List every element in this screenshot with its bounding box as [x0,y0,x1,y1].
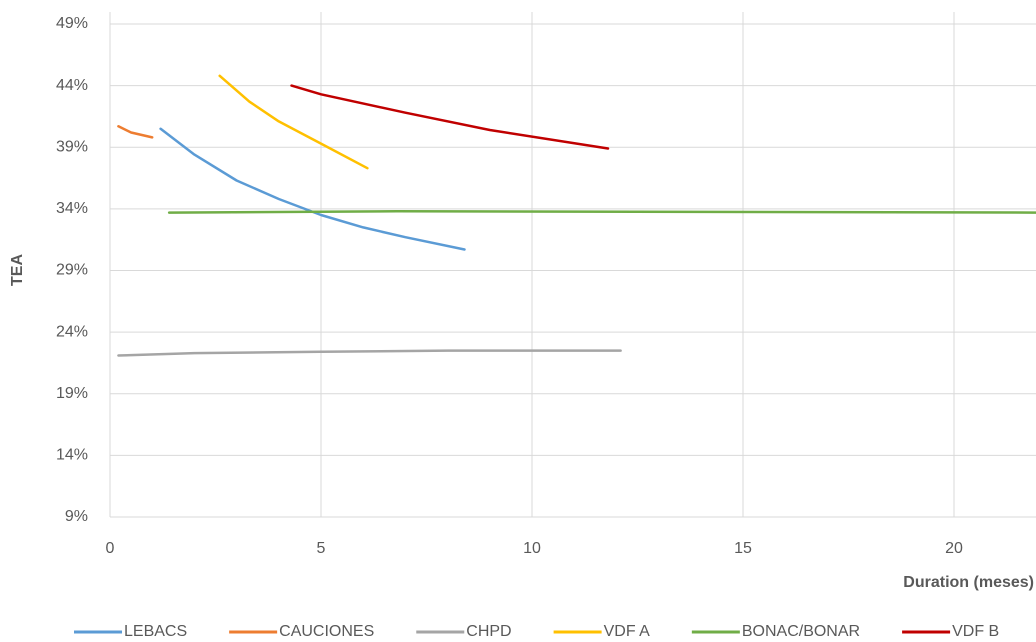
y-tick-label: 24% [56,323,88,340]
legend-label: CHPD [466,623,511,640]
y-tick-label: 29% [56,262,88,279]
y-tick-label: 19% [56,385,88,402]
y-tick-label: 14% [56,447,88,464]
x-axis-label: Duration (meses) [903,574,1034,591]
x-tick-label: 15 [734,540,752,557]
y-tick-label: 9% [65,508,88,525]
x-tick-label: 5 [317,540,326,557]
legend-label: VDF B [952,623,999,640]
y-axis-label: TEA [9,254,26,286]
plot-area [117,74,1036,357]
legend-label: VDF A [604,623,651,640]
series-line [159,127,466,251]
legend-label: CAUCIONES [279,623,374,640]
legend-label: BONAC/BONAR [742,623,860,640]
y-tick-label: 34% [56,200,88,217]
series-line [167,210,1036,214]
x-tick-label: 20 [945,540,963,557]
series-line [290,84,610,150]
grid [109,12,1036,518]
series-line [117,349,622,357]
legend: LEBACS CAUCIONES CHPD VDF A BONAC/BONAR VDF B [74,623,999,640]
series-line [117,125,154,139]
legend-label: LEBACS [124,623,187,640]
x-tick-label: 0 [106,540,115,557]
series-line [218,74,369,170]
x-tick-label: 10 [523,540,541,557]
y-tick-label: 49% [56,15,88,32]
y-tick-label: 39% [56,138,88,155]
y-tick-label: 44% [56,77,88,94]
